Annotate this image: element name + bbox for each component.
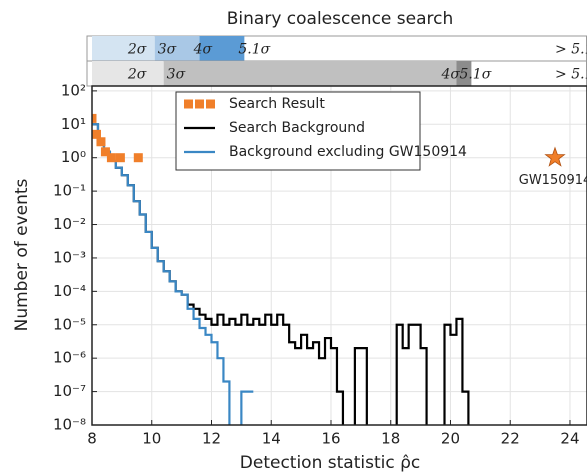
x-tick-label: 22 (501, 430, 520, 448)
y-tick-label: 10⁻² (53, 215, 86, 233)
point (106, 153, 116, 163)
point (96, 137, 106, 147)
legend-label: Background excluding GW150914 (229, 144, 467, 160)
plot-content (92, 113, 470, 425)
sigma-band: 2σ 3σ 4σ5.1σ > 5.1σ (86, 60, 587, 87)
legend-label: Search Result (229, 96, 325, 112)
band-label: > 5.1σ (555, 67, 587, 83)
band-label: 4σ (193, 42, 213, 58)
legend-marker (195, 99, 204, 109)
x-tick-label: 20 (441, 430, 460, 448)
legend-label: Search Background (229, 120, 365, 136)
y-tick-label: 10⁻³ (53, 248, 86, 266)
band-label: 2σ (127, 42, 147, 58)
y-axis-label: Number of events (12, 178, 32, 331)
y-tick-label: 10⁻¹ (53, 182, 86, 200)
y-tick-label: 10⁻⁶ (53, 349, 86, 367)
band-label: 5.1σ (238, 42, 270, 58)
plot-frame (91, 85, 587, 426)
y-tick-label: 10¹ (61, 115, 86, 133)
band-region (163, 61, 457, 86)
band-label: 3σ (167, 67, 186, 83)
x-tick-label: 24 (560, 430, 579, 448)
y-tick-label: 10⁻⁸ (53, 416, 86, 434)
point (92, 129, 101, 139)
x-tick-label: 14 (262, 430, 281, 448)
legend-marker (184, 99, 193, 109)
y-tick-label: 10⁻⁷ (53, 382, 86, 400)
band-label: 2σ (127, 67, 147, 83)
band-label: 5.1σ (459, 67, 491, 83)
y-tick-label: 10⁻⁵ (53, 315, 86, 333)
x-tick-label: 8 (87, 430, 97, 448)
x-tick-label: 16 (321, 430, 340, 448)
point (92, 113, 97, 123)
point (100, 147, 110, 157)
band-label: 4σ (441, 67, 461, 83)
legend-box (175, 91, 421, 171)
band-region (456, 61, 472, 86)
step-line (92, 123, 470, 425)
band-region (92, 36, 155, 61)
sigma-band: 2σ 3σ 4σ 5.1σ > 5.1σ (86, 35, 587, 62)
point (115, 153, 125, 163)
y-tick-label: 10² (61, 81, 86, 99)
band-label: > 5.1σ (555, 42, 587, 58)
event-label: GW150914 (519, 173, 587, 188)
event-star (544, 146, 566, 167)
point (133, 153, 143, 163)
step-line (92, 123, 254, 425)
x-tick-label: 18 (381, 430, 400, 448)
band-label: 3σ (158, 42, 177, 58)
y-tick-label: 10⁰ (61, 148, 86, 166)
y-tick-label: 10⁻⁴ (53, 282, 86, 300)
band-region (154, 36, 200, 61)
band-region (92, 61, 164, 86)
legend: Search Result Search Background Background… (175, 91, 467, 171)
x-axis-label: Detection statistic ρ̂c (240, 453, 420, 473)
x-tick-label: 12 (202, 430, 221, 448)
legend-marker (206, 99, 215, 109)
x-tick-label: 10 (142, 430, 161, 448)
band-region (199, 36, 245, 61)
chart-title: Binary coalescence search (227, 9, 454, 29)
